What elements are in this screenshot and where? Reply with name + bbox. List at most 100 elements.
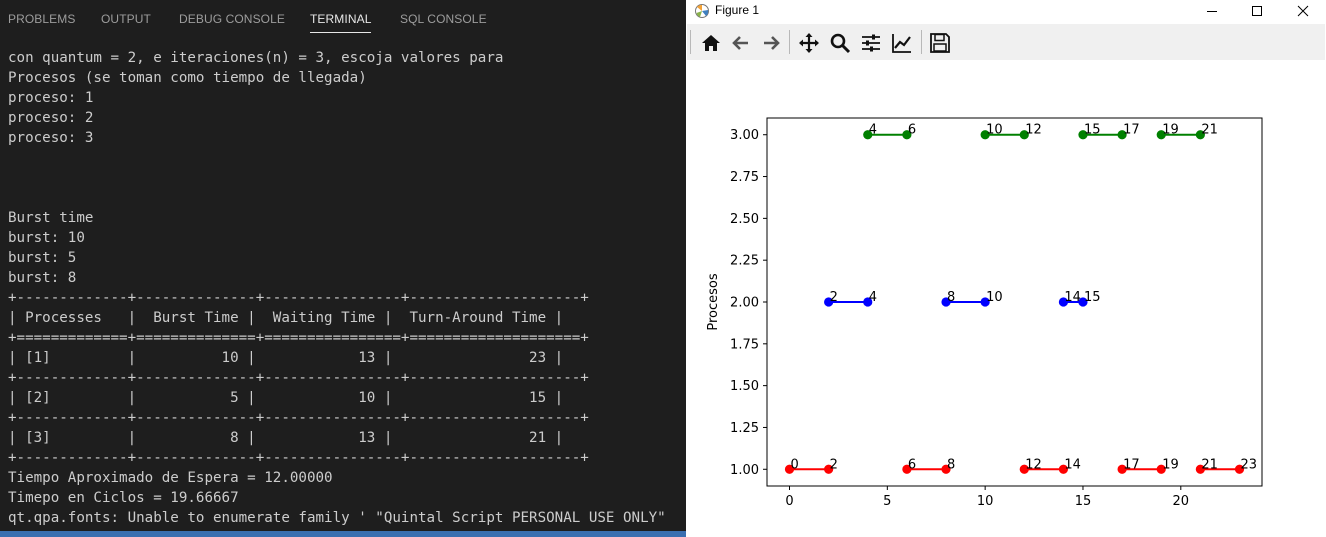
y-tick-label: 1.00 xyxy=(730,463,759,478)
process-1-point xyxy=(824,464,834,474)
point-label: 2 xyxy=(830,457,838,472)
terminal-line: +-------------+--------------+----------… xyxy=(8,370,589,386)
terminal-line: +-------------+--------------+----------… xyxy=(8,410,589,426)
process-1-point xyxy=(1195,464,1205,474)
point-label: 10 xyxy=(986,290,1003,305)
process-1-point xyxy=(1234,464,1245,474)
point-label: 21 xyxy=(1201,123,1218,138)
back-arrow-icon xyxy=(732,36,748,50)
process-1-point xyxy=(941,464,951,474)
terminal-line xyxy=(8,168,686,188)
terminal-line: Tiempo Aproximado de Espera = 12.00000 xyxy=(8,470,333,486)
close-icon xyxy=(1297,5,1309,17)
point-label: 10 xyxy=(986,123,1003,138)
process-1-point xyxy=(1117,464,1127,474)
home-button[interactable] xyxy=(698,30,724,56)
terminal-line: qt.qpa.fonts: Unable to enumerate family… xyxy=(8,510,666,526)
terminal-line: +=============+==============+==========… xyxy=(8,330,589,346)
point-label: 4 xyxy=(869,290,877,305)
edit-axis-button[interactable] xyxy=(889,30,915,56)
process-3-point xyxy=(1195,130,1205,140)
back-button[interactable] xyxy=(728,30,754,56)
y-tick-label: 2.50 xyxy=(730,212,759,227)
process-1-point xyxy=(1019,464,1029,474)
toolbar-separator xyxy=(921,30,922,54)
point-label: 0 xyxy=(791,457,799,472)
point-label: 19 xyxy=(1162,457,1179,472)
process-1-point xyxy=(1058,464,1069,474)
process-2-point xyxy=(824,297,834,307)
toolbar-grip xyxy=(690,30,691,54)
point-label: 12 xyxy=(1025,123,1042,138)
process-1-point xyxy=(902,464,912,474)
point-label: 15 xyxy=(1084,290,1101,305)
point-label: 6 xyxy=(908,457,916,472)
zoom-icon xyxy=(830,33,851,54)
point-label: 17 xyxy=(1123,123,1140,138)
home-icon xyxy=(702,35,720,51)
terminal-line: Timepo en Ciclos = 19.66667 xyxy=(8,490,239,506)
terminal-line xyxy=(8,188,686,208)
point-label: 6 xyxy=(908,123,916,138)
status-bar xyxy=(0,531,686,537)
figure-window: Figure 1 xyxy=(686,0,1326,537)
process-3-point xyxy=(1156,130,1166,140)
point-label: 19 xyxy=(1162,123,1179,138)
terminal-line: burst: 8 xyxy=(8,270,77,286)
point-label: 4 xyxy=(869,123,877,138)
terminal-line: +-------------+--------------+----------… xyxy=(8,290,589,306)
process-2-point xyxy=(863,297,873,307)
close-button[interactable] xyxy=(1280,0,1326,22)
process-2-point xyxy=(1058,297,1069,307)
process-2-point xyxy=(980,297,990,307)
terminal-line: Burst time xyxy=(8,210,94,226)
terminal-output[interactable]: con quantum = 2, e iteraciones(n) = 3, e… xyxy=(8,48,686,528)
pan-button[interactable] xyxy=(796,30,822,56)
gantt-plot[interactable]: 0 5 10 15 201.001.251.501.752.002.252.502.75… xyxy=(686,60,1326,537)
subplots-config-icon xyxy=(862,34,880,52)
subplots-config-button[interactable] xyxy=(858,30,884,56)
maximize-button[interactable] xyxy=(1234,0,1280,22)
forward-arrow-icon xyxy=(764,36,780,50)
tab-debug-console[interactable]: DEBUG CONSOLE xyxy=(179,12,285,26)
terminal-line: Procesos (se toman como tiempo de llegad… xyxy=(8,70,367,86)
matplotlib-app-icon xyxy=(695,4,709,18)
point-label: 8 xyxy=(947,290,955,305)
tab-problems[interactable]: PROBLEMS xyxy=(8,12,76,26)
tab-sql-console[interactable]: SQL CONSOLE xyxy=(400,12,487,26)
terminal-line: proceso: 3 xyxy=(8,130,94,146)
terminal-line: proceso: 1 xyxy=(8,90,94,106)
point-label: 8 xyxy=(947,457,955,472)
terminal-line: proceso: 2 xyxy=(8,110,94,126)
x-tick-label: 0 xyxy=(785,494,793,509)
forward-button[interactable] xyxy=(758,30,784,56)
point-label: 17 xyxy=(1123,457,1140,472)
x-tick-label: 15 xyxy=(1075,494,1092,509)
x-tick-label: 10 xyxy=(977,494,994,509)
terminal-line: | [2] | 5 | 10 | 15 | xyxy=(8,390,564,406)
process-3-point xyxy=(1019,130,1029,140)
process-1-point xyxy=(784,464,795,474)
process-3-point xyxy=(1078,130,1088,140)
point-label: 14 xyxy=(1064,290,1081,305)
window-titlebar[interactable]: Figure 1 xyxy=(686,0,1326,22)
zoom-button[interactable] xyxy=(827,30,853,56)
process-2-point xyxy=(941,297,951,307)
x-tick-label: 5 xyxy=(883,494,891,509)
tab-output[interactable]: OUTPUT xyxy=(101,12,151,26)
edit-axis-icon xyxy=(892,34,911,53)
point-label: 21 xyxy=(1201,457,1218,472)
process-3-point xyxy=(863,130,873,140)
y-tick-label: 2.00 xyxy=(730,296,759,311)
point-label: 12 xyxy=(1025,457,1042,472)
save-button[interactable] xyxy=(927,30,953,56)
tab-terminal[interactable]: TERMINAL xyxy=(310,12,372,33)
y-tick-label: 3.00 xyxy=(730,128,759,143)
terminal-line: | [3] | 8 | 13 | 21 | xyxy=(8,430,564,446)
y-tick-label: 1.25 xyxy=(730,421,759,436)
minimize-button[interactable] xyxy=(1189,0,1235,22)
y-tick-label: 2.75 xyxy=(730,170,759,185)
process-3-point xyxy=(1117,130,1127,140)
toolbar-separator xyxy=(789,30,790,54)
terminal-line: burst: 5 xyxy=(8,250,77,266)
